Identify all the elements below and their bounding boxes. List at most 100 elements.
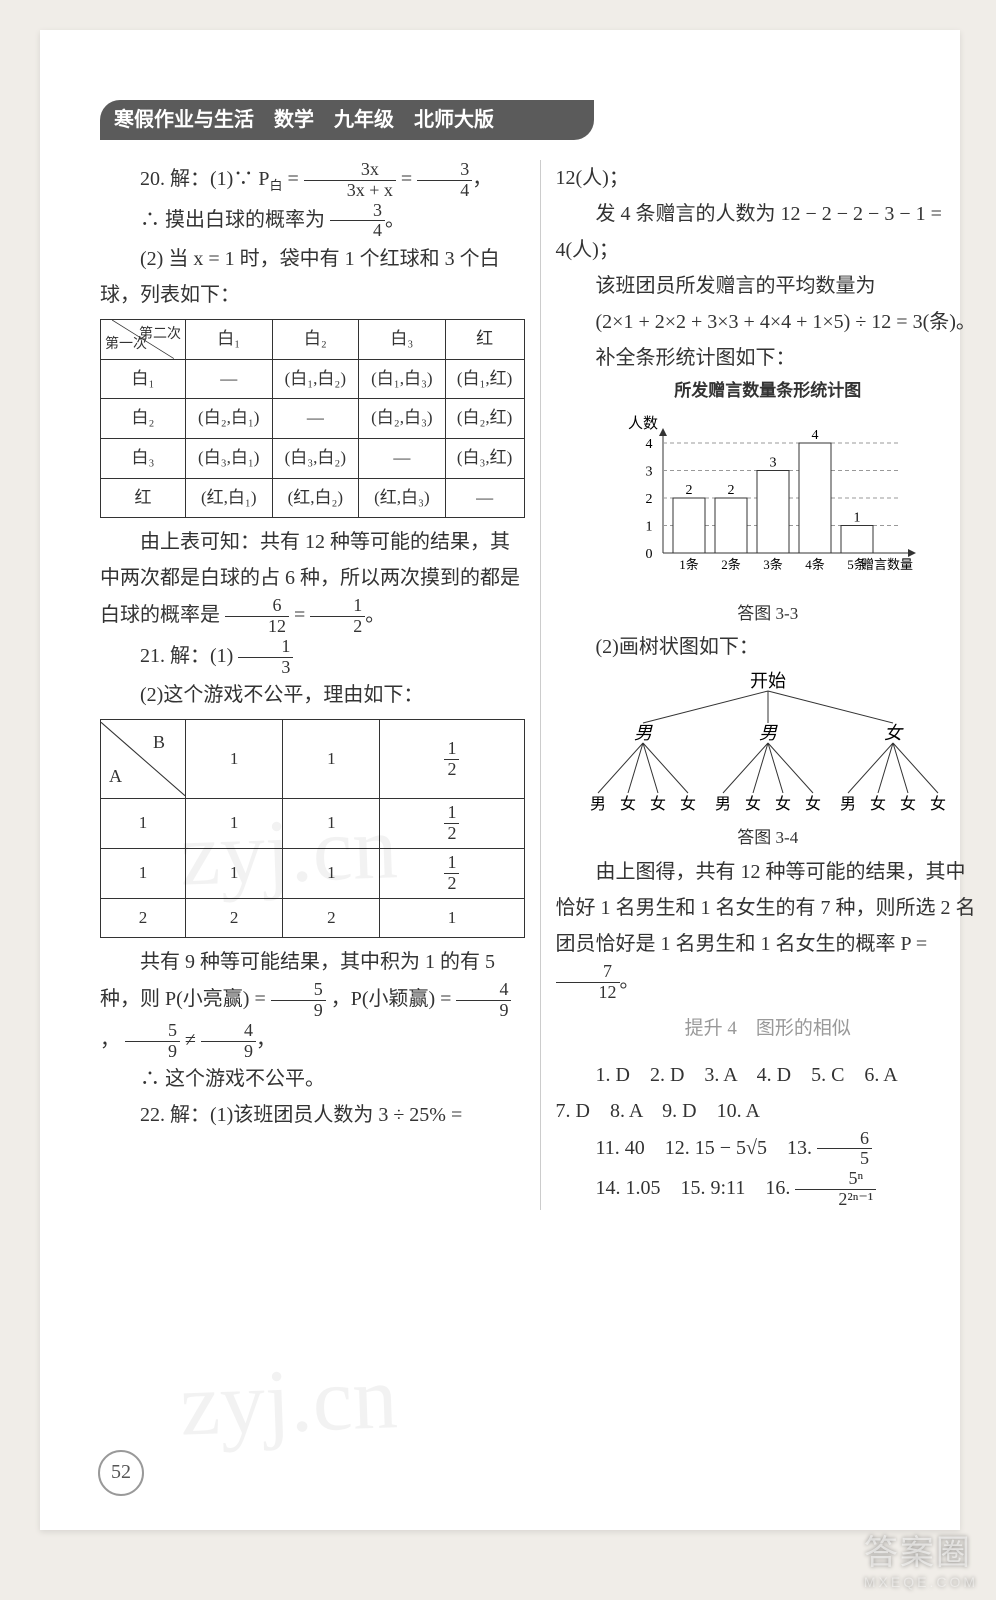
subscript: 白	[269, 178, 282, 193]
q20-p2: (2) 当 x = 1 时，袋中有 1 个红球和 3 个白球，列表如下：	[100, 241, 525, 313]
svg-text:1条: 1条	[679, 557, 699, 572]
text: 14. 1.05 15. 9:11 16.	[596, 1177, 796, 1199]
svg-text:女: 女	[805, 794, 821, 813]
col-header: 1	[186, 720, 283, 799]
diagonal-header: B A	[101, 720, 186, 799]
text: =	[282, 168, 303, 190]
page: 寒假作业与生活 数学 九年级 北师大版 20. 解：(1)∵ P白 = 3x3x…	[40, 30, 960, 1530]
text: 11. 40 12. 15 − 5√5 13.	[596, 1136, 818, 1158]
r7: 由上图得，共有 12 种等可能的结果，其中恰好 1 名男生和 1 名女生的有 7…	[556, 854, 981, 1003]
table-row: 白₁—(白₁,白₂)(白₁,白₃)(白₁,红)	[101, 359, 525, 399]
fraction: 13	[238, 637, 293, 678]
svg-text:男: 男	[715, 796, 731, 813]
diag-bottom: A	[109, 760, 122, 792]
col-header: 白₂	[272, 320, 359, 360]
chart-caption: 答图 3-3	[556, 599, 981, 630]
page-banner: 寒假作业与生活 数学 九年级 北师大版	[100, 100, 594, 140]
svg-text:3: 3	[769, 455, 776, 470]
fraction: 49	[456, 980, 511, 1021]
svg-text:女: 女	[680, 794, 696, 813]
r1: 12(人)；	[556, 160, 981, 196]
text: ，P(小颖赢) =	[331, 988, 457, 1010]
text: 。	[620, 970, 640, 992]
right-column: 12(人)； 发 4 条赠言的人数为 12 − 2 − 2 − 3 − 1 = …	[541, 160, 981, 1210]
text: 。	[385, 208, 405, 230]
svg-text:1: 1	[853, 510, 860, 525]
svg-text:2条: 2条	[721, 557, 741, 572]
svg-text:男: 男	[759, 723, 778, 743]
text: 。	[365, 604, 385, 626]
q21-final: ∴ 这个游戏不公平。	[100, 1061, 525, 1097]
fraction: 59	[125, 1021, 180, 1062]
svg-text:男: 男	[590, 796, 606, 813]
text: 由上图得，共有 12 种等可能的结果，其中恰好 1 名男生和 1 名女生的有 7…	[556, 861, 976, 955]
svg-text:3: 3	[645, 464, 652, 479]
section-heading: 提升 4 图形的相似	[556, 1012, 981, 1046]
text: 20. 解：(1)∵ P	[140, 168, 269, 190]
svg-text:女: 女	[620, 794, 636, 813]
col-header: 1	[283, 720, 380, 799]
fraction: 612	[225, 596, 289, 637]
col-header: 12	[380, 720, 524, 799]
q21-p2: (2)这个游戏不公平，理由如下：	[100, 677, 525, 713]
brand-url: MXEQE.COM	[864, 1574, 978, 1590]
answers-row: 14. 1.05 15. 9:11 16. 5ⁿ2²ⁿ⁻¹	[556, 1169, 981, 1210]
fraction: 59	[271, 980, 326, 1021]
svg-text:开始: 开始	[750, 671, 786, 691]
text: ，	[256, 1029, 276, 1051]
text: ，	[100, 1029, 120, 1051]
svg-text:女: 女	[884, 723, 904, 743]
probability-table-1: 第二次 第一次 白₁ 白₂ 白₃ 红 白₁—(白₁,白₂)(白₁,白₃)(白₁,…	[100, 319, 525, 518]
svg-text:女: 女	[870, 794, 886, 813]
probability-table-2: B A 1 1 12 11112 11112 2221	[100, 719, 525, 938]
fraction: 34	[330, 201, 385, 242]
answers-row: 7. D 8. A 9. D 10. A	[556, 1093, 981, 1129]
table-row: 2221	[101, 898, 525, 938]
q20-line2: ∴ 摸出白球的概率为 34。	[100, 201, 525, 242]
svg-text:1: 1	[645, 519, 652, 534]
fraction: 65	[817, 1129, 872, 1170]
r2: 发 4 条赠言的人数为 12 − 2 − 2 − 3 − 1 = 4(人)；	[556, 196, 981, 268]
text: =	[294, 604, 310, 626]
svg-text:0: 0	[645, 547, 652, 562]
tree-diagram: 开始男男女女女男男女女女女男女女女	[563, 669, 973, 819]
q22-line: 22. 解：(1)该班团员人数为 3 ÷ 25% =	[100, 1097, 525, 1133]
r5: 补全条形统计图如下：	[556, 340, 981, 376]
q21-p1: 21. 解：(1) 13	[100, 637, 525, 678]
table-row: 红(红,白₁)(红,白₂)(红,白₃)—	[101, 478, 525, 518]
text: =	[401, 168, 417, 190]
fraction: 5ⁿ2²ⁿ⁻¹	[795, 1169, 876, 1210]
svg-text:2: 2	[645, 492, 652, 507]
svg-text:2: 2	[727, 483, 734, 498]
svg-text:赠言数量: 赠言数量	[861, 557, 913, 572]
svg-text:4: 4	[811, 428, 818, 443]
diagonal-header: 第二次 第一次	[101, 320, 186, 360]
q20-line1: 20. 解：(1)∵ P白 = 3x3x + x = 34，	[100, 160, 525, 201]
col-header: 白₃	[359, 320, 446, 360]
r6: (2)画树状图如下：	[556, 629, 981, 665]
answers-row: 11. 40 12. 15 − 5√5 13. 65	[556, 1129, 981, 1170]
fraction: 3x3x + x	[304, 160, 396, 201]
r4: (2×1 + 2×2 + 3×3 + 4×4 + 1×5) ÷ 12 = 3(条…	[556, 304, 981, 340]
svg-text:男: 男	[634, 723, 653, 743]
left-column: 20. 解：(1)∵ P白 = 3x3x + x = 34， ∴ 摸出白球的概率…	[100, 160, 541, 1210]
answers-row: 1. D 2. D 3. A 4. D 5. C 6. A	[556, 1057, 981, 1093]
fraction: 12	[310, 596, 365, 637]
brand-text: 答案圈	[864, 1534, 972, 1572]
svg-text:女: 女	[930, 794, 946, 813]
svg-text:3条: 3条	[763, 557, 783, 572]
svg-text:女: 女	[650, 794, 666, 813]
svg-text:4条: 4条	[805, 557, 825, 572]
footer-brand: 答案圈 MXEQE.COM	[864, 1525, 978, 1590]
table-row: 11112	[101, 848, 525, 898]
svg-text:男: 男	[840, 796, 856, 813]
svg-text:女: 女	[745, 794, 761, 813]
fraction: 712	[556, 962, 620, 1003]
tree-caption: 答图 3-4	[556, 823, 981, 854]
page-number: 52	[98, 1450, 144, 1496]
text: ∴ 摸出白球的概率为	[140, 208, 325, 230]
content-columns: 20. 解：(1)∵ P白 = 3x3x + x = 34， ∴ 摸出白球的概率…	[100, 160, 980, 1210]
table-row: 11112	[101, 799, 525, 849]
svg-text:4: 4	[645, 437, 652, 452]
diag-bottom: 第一次	[105, 332, 147, 357]
